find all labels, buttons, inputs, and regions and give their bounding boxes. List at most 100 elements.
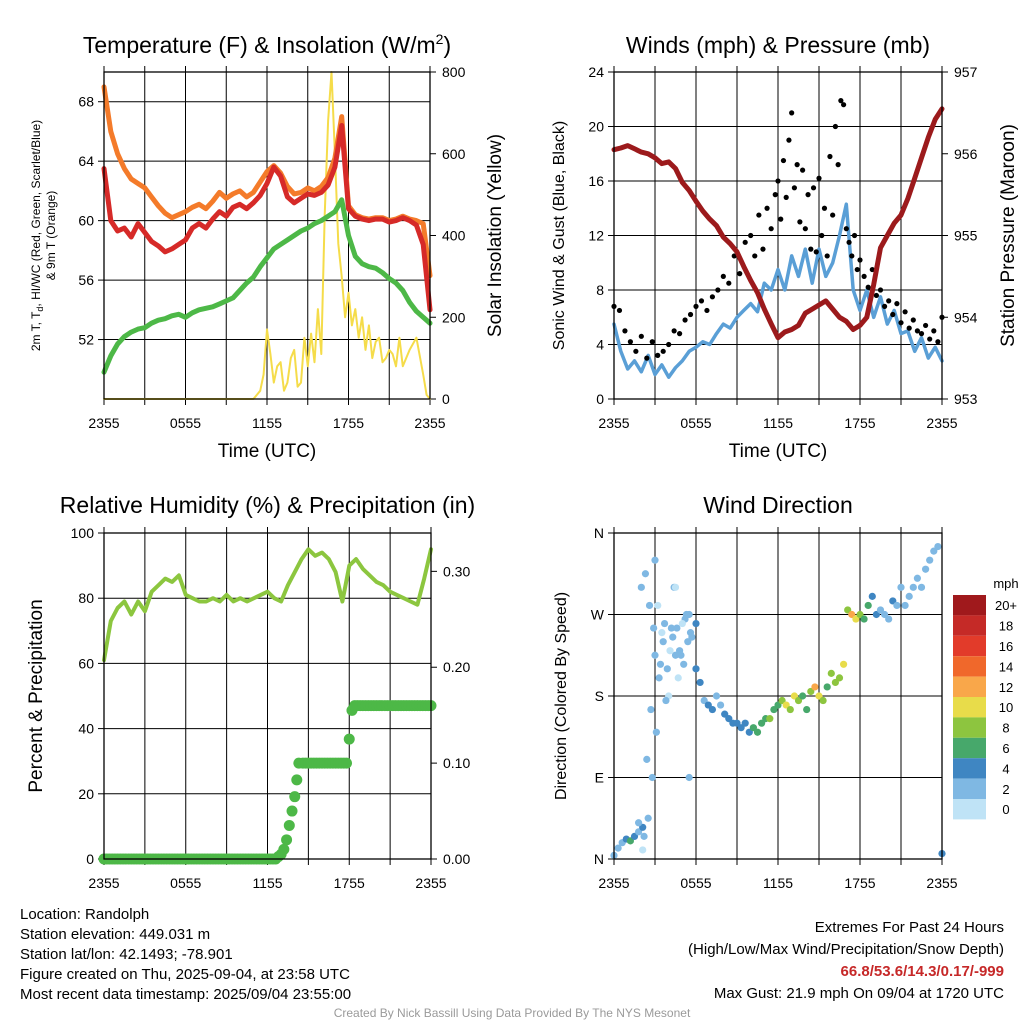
gust-point (843, 226, 849, 232)
direction-point (644, 814, 652, 822)
direction-point (766, 715, 774, 723)
x-tick-label: 1155 (763, 875, 793, 891)
direction-point (655, 674, 663, 682)
direction-point (913, 574, 922, 582)
direction-point (803, 705, 811, 714)
y-tick-label: 20 (588, 119, 604, 135)
gust-point (778, 216, 784, 222)
gust-point (802, 226, 808, 232)
direction-point (678, 619, 686, 628)
y2-tick-label: 956 (954, 146, 978, 162)
y-axis-label: Sonic Wind & Gust (Blue, Black) (551, 121, 568, 350)
y2-axis-label: Station Pressure (Maroon) (998, 124, 1019, 347)
direction-point (717, 701, 725, 709)
direction-point (648, 773, 656, 782)
gust-point (693, 303, 699, 309)
plot-frame (613, 532, 943, 860)
x-tick-label: 1755 (844, 875, 875, 891)
gust-point (783, 194, 789, 200)
colorbar-label: 16 (999, 639, 1013, 654)
x-tick-label: 2355 (598, 415, 629, 431)
gust-point (849, 253, 855, 259)
direction-point (645, 601, 654, 610)
colorbar-swatch (953, 635, 986, 657)
gust-point (655, 352, 661, 358)
gust-point (827, 153, 833, 160)
gust-point (698, 298, 705, 304)
x-tick-label: 2355 (88, 415, 119, 431)
direction-point (614, 844, 622, 852)
colorbar-swatch (953, 595, 986, 616)
gust-point (772, 192, 778, 198)
gust-point (906, 325, 912, 331)
insolation-line (103, 71, 431, 400)
x-tick-label: 2355 (88, 875, 119, 891)
gust-point (756, 212, 762, 218)
gust-point (846, 239, 852, 245)
direction-point (674, 674, 682, 682)
x-tick-label: 2355 (414, 415, 445, 431)
y-tick-label: 60 (78, 655, 94, 671)
gust-point (622, 328, 628, 334)
direction-point (811, 683, 819, 691)
colorbar-swatch (953, 615, 986, 636)
colorbar-swatch (953, 697, 986, 718)
gust-point (760, 246, 766, 252)
gust-point (854, 266, 860, 273)
location-text: Location: Randolph (20, 906, 150, 923)
y-tick-label: 4 (596, 337, 604, 353)
gust-point (902, 309, 908, 315)
precip-point (286, 805, 298, 817)
humidity-precipitation-panel: 2355 0555 1155 1755 2355 0 20 40 60 80 100 0.00 0.10… (26, 492, 475, 891)
y2-tick-label: 400 (442, 228, 466, 244)
gust-point (927, 336, 933, 342)
y-tick-label: 60 (78, 213, 94, 229)
direction-point (663, 665, 671, 673)
direction-point (643, 755, 651, 763)
x-tick-label: 0555 (170, 875, 201, 891)
gust-point (824, 253, 830, 259)
y-axis-label-line2: & 9m T (Orange) (44, 191, 58, 281)
gust-point (918, 331, 925, 337)
y-tick-label: N (594, 851, 604, 867)
direction-point (682, 610, 691, 619)
precip-point (283, 819, 295, 831)
gust-point (742, 239, 748, 245)
dewpoint-line (101, 197, 433, 375)
y-tick-label: 100 (71, 525, 95, 541)
x-tick-label: 0555 (170, 415, 201, 431)
elevation-text: Station elevation: 449.031 m (20, 926, 211, 943)
y-tick-label: 64 (78, 153, 94, 169)
direction-point (641, 570, 650, 578)
gust-point (914, 328, 921, 334)
colorbar-swatch (953, 676, 986, 697)
y-tick-label: 24 (588, 64, 604, 80)
gust-point (649, 339, 655, 345)
gust-point (682, 317, 688, 323)
direction-point (753, 728, 762, 736)
chart-title: Winds (mph) & Pressure (mb) (626, 32, 930, 58)
gust-point (931, 328, 937, 334)
direction-point (712, 692, 721, 700)
direction-point (673, 624, 681, 632)
gust-point (775, 178, 781, 184)
plot-frame (103, 71, 431, 400)
gust-point (794, 162, 800, 168)
gust-point (764, 205, 770, 211)
y-tick-label: 16 (588, 173, 604, 189)
gust-point (886, 298, 892, 304)
created-text: Figure created on Thu, 2025-09-04, at 23… (20, 966, 350, 983)
extremes-description: (High/Low/Max Wind/Precipitation/Snow De… (688, 941, 1004, 958)
rh-line (102, 547, 433, 663)
y-tick-label: 40 (78, 721, 94, 737)
y2-tick-label: 953 (954, 391, 978, 407)
gust-point (857, 257, 863, 263)
gust-point (805, 192, 811, 198)
gust-point (644, 355, 650, 361)
direction-point (635, 819, 643, 827)
direction-point (651, 556, 659, 564)
gust-point (910, 317, 916, 323)
direction-point (893, 601, 901, 610)
y-tick-label: 20 (78, 786, 94, 802)
x-tick-label: 2355 (598, 875, 629, 891)
